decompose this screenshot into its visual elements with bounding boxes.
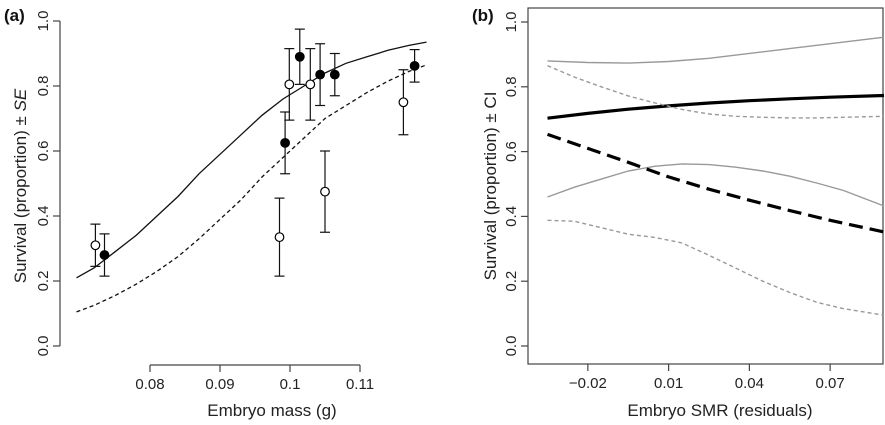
panel-a-data-point-group [274,197,285,277]
panel-b-lower-ci-line-solid [547,163,885,207]
panel-a-y-tick-label: 0.0 [35,336,52,357]
open-data-point [305,79,316,90]
panel-a-y-axis-title: Survival (proportion) ± SE [11,88,30,283]
panel-a-data-point-group [320,150,330,233]
panel-a-data-point-group [294,28,305,85]
panel-b-upper-ci-line-solid [547,36,885,64]
panel-a-x-axis-title: Embryo mass (g) [207,401,336,420]
panel-a-label: (a) [4,6,25,25]
panel-a-y-tick-label: 0.8 [35,76,52,97]
panel-b-y-tick-label: 0.0 [503,336,520,357]
open-data-point [90,240,101,251]
filled-data-point [329,69,340,80]
panel-b-survival-vs-smr: (b) Survival (proportion) ± CI Embryo SM… [472,6,885,420]
panel-b-y-tick-label: 0.8 [503,76,520,97]
panel-a-x-tick-label: 0.09 [205,376,234,393]
filled-data-point [315,69,326,80]
filled-data-point [409,60,420,71]
open-data-point [284,79,295,90]
filled-data-point [99,250,110,260]
panel-a-y-tick-label: 0.6 [35,141,52,162]
panel-a-x-tick-label: 0.08 [135,376,164,393]
panel-a-y-tick-label: 1.0 [35,11,52,32]
panel-b-x-tick-label: 0.01 [654,375,683,392]
panel-a-fit-curve-dashed [76,64,427,313]
panel-b-lower-ci-line-dashed [547,219,885,316]
panel-a-data-point-group [99,233,110,277]
panel-a-x-tick-label: 0.11 [346,376,374,393]
filled-data-point [280,137,291,148]
open-data-point [398,97,409,108]
panel-a-data-point-group [409,48,420,83]
panel-a-data-point-group [305,48,316,121]
panel-a-data-point-group [315,43,326,107]
panel-b-x-tick-label: 0.07 [816,375,845,392]
panel-a-data-point-group [280,111,291,175]
panel-b-upper-ci-line-dashed [547,65,885,119]
panel-a-survival-vs-mass: (a) Survival (proportion) ± SE Embryo ma… [4,6,427,420]
panel-b-y-tick-label: 0.2 [503,271,520,292]
panel-b-fit-line-dashed [546,132,885,234]
panel-a-y-tick-label: 0.4 [35,206,52,227]
panel-b-label: (b) [472,6,494,25]
open-data-point [320,186,330,197]
panel-a-fit-curve-solid [76,41,427,279]
panel-b-fit-line-solid [547,93,885,120]
panel-a-data-point-group [90,223,101,267]
panel-b-y-tick-label: 0.4 [503,206,520,227]
panel-b-y-tick-label: 1.0 [503,12,520,33]
panel-b-y-tick-label: 0.6 [503,141,520,162]
panel-a-y-tick-label: 0.2 [35,271,52,292]
panel-b-x-tick-label: 0.04 [735,375,764,392]
open-data-point [274,232,285,243]
panel-b-y-axis-title: Survival (proportion) ± CI [481,92,500,281]
panel-a-data-point-group [329,52,340,97]
panel-a-x-tick-label: 0.1 [280,376,301,393]
panel-b-plot-frame [527,7,884,365]
panel-a-data-point-group [398,69,409,136]
panel-b-x-tick-label: −0.02 [569,375,607,392]
filled-data-point [294,51,305,62]
panel-a-data-point-group [284,48,295,121]
panel-b-x-axis-title: Embryo SMR (residuals) [627,401,812,420]
